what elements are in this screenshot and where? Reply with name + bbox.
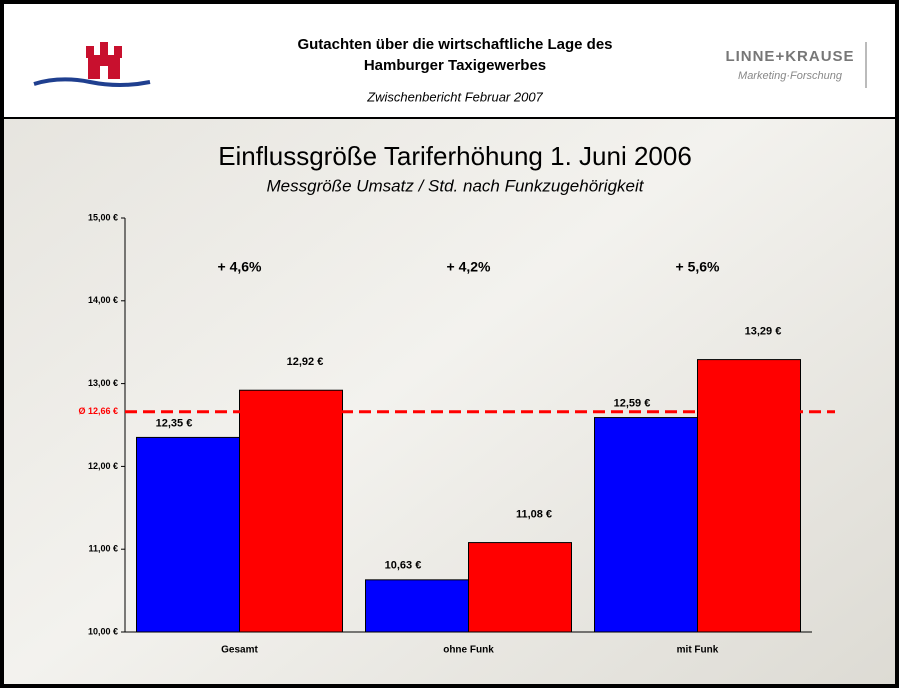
bar <box>468 542 572 633</box>
y-tick-label: 15,00 € <box>88 212 118 222</box>
reference-label: Ø 12,66 € <box>78 406 118 416</box>
value-label: 12,35 € <box>156 417 193 429</box>
bar <box>239 389 343 633</box>
value-label: 11,08 € <box>516 508 552 520</box>
bar <box>136 436 240 633</box>
annotation: + 4,2% <box>447 259 492 275</box>
y-tick-label: 12,00 € <box>88 461 118 471</box>
x-tick-label: Gesamt <box>221 645 258 656</box>
header-subtitle: Zwischenbericht Februar 2007 <box>366 89 543 104</box>
value-label: 13,29 € <box>745 325 782 337</box>
brand-name: LINNE+KRAUSE <box>725 48 854 65</box>
y-tick-label: 14,00 € <box>88 295 118 305</box>
value-label: 12,92 € <box>287 356 324 368</box>
x-tick-label: ohne Funk <box>443 645 494 656</box>
annotation: + 4,6% <box>218 259 263 275</box>
chart-subtitle: Messgröße Umsatz / Std. nach Funkzugehör… <box>267 176 645 195</box>
bar <box>365 579 469 633</box>
chart-title: Einflussgröße Tariferhöhung 1. Juni 2006 <box>218 141 692 171</box>
value-label: 12,59 € <box>614 397 651 409</box>
bar <box>697 359 801 633</box>
bar <box>594 417 698 633</box>
annotation: + 5,6% <box>676 259 721 275</box>
y-tick-label: 10,00 € <box>88 626 118 636</box>
x-tick-label: mit Funk <box>677 645 719 656</box>
value-label: 10,63 € <box>385 560 422 572</box>
city-logo <box>33 42 151 87</box>
y-tick-label: 13,00 € <box>88 378 118 388</box>
header-title: Gutachten über die wirtschaftliche Lage … <box>297 36 612 53</box>
header-background <box>4 4 895 118</box>
y-tick-label: 11,00 € <box>88 544 118 554</box>
header-title: Hamburger Taxigewerbes <box>364 57 546 74</box>
brand-tagline: Marketing·Forschung <box>738 70 843 82</box>
